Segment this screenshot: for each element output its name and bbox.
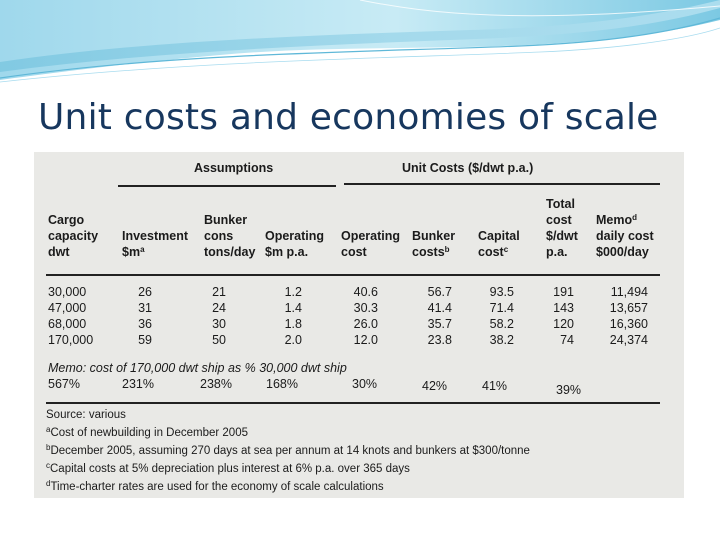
table-cell: 68,000 xyxy=(48,317,87,331)
memo-value: 41% xyxy=(482,379,508,393)
memo-value: 30% xyxy=(352,377,378,391)
table-cell: 30 xyxy=(212,317,226,331)
table-cell: 71.4 xyxy=(489,301,514,315)
col-header-bunker-cons: Bunker cons tons/day xyxy=(204,213,256,259)
footnote-source: Source: various xyxy=(46,409,126,421)
column-cargo-capacity: 30,000 47,000 68,000 170,000 xyxy=(48,284,93,348)
table-cell: 38.2 xyxy=(489,333,514,347)
table-cell: 56.7 xyxy=(427,285,452,299)
table-cell: 36 xyxy=(138,317,152,331)
table-cell: 23.8 xyxy=(427,333,452,347)
slide-title: Unit costs and economies of scale xyxy=(38,97,659,138)
column-bunker-cons: 21 24 30 50 xyxy=(204,284,226,348)
rule-unit-costs xyxy=(344,183,660,185)
table-cell: 58.2 xyxy=(489,317,514,331)
column-investment: 26 31 36 59 xyxy=(124,284,152,348)
memo-value: 39% xyxy=(556,383,582,397)
rule-table-bottom xyxy=(46,402,660,404)
col-header-operating-m: Operating $m p.a. xyxy=(265,229,325,259)
group-header-unit-costs: Unit Costs ($/dwt p.a.) xyxy=(402,161,534,175)
table-cell: 50 xyxy=(212,333,226,347)
group-header-assumptions: Assumptions xyxy=(194,161,274,175)
col-header-investment: Investment $ma xyxy=(122,229,188,259)
table-cell: 26 xyxy=(138,285,152,299)
memo-value: 567% xyxy=(48,377,80,391)
footnote-a: aCost of newbuilding in December 2005 xyxy=(46,425,248,440)
column-total-cost: 191 143 120 74 xyxy=(546,284,574,348)
rule-header-bottom xyxy=(46,274,660,276)
col-header-total-cost: Total cost $/dwt p.a. xyxy=(546,197,578,259)
memo-label: Memo: cost of 170,000 dwt ship as % 30,0… xyxy=(48,361,347,375)
table-cell: 11,494 xyxy=(610,285,648,299)
column-bunker-costs: 56.7 41.4 35.7 23.8 xyxy=(418,284,452,348)
column-operating-cost: 40.6 30.3 26.0 12.0 xyxy=(340,284,378,348)
table-cell: 41.4 xyxy=(427,301,452,315)
table-cell: 120 xyxy=(553,317,574,331)
table-cell: 30,000 xyxy=(48,285,87,299)
column-operating-m: 1.2 1.4 1.8 2.0 xyxy=(274,284,302,348)
table-cell: 191 xyxy=(553,285,574,299)
footnote-b: bDecember 2005, assuming 270 days at sea… xyxy=(46,443,530,458)
memo-value: 238% xyxy=(200,377,232,391)
memo-value: 231% xyxy=(122,377,154,391)
table-cell: 74 xyxy=(560,333,574,347)
table-cell: 2.0 xyxy=(284,333,302,347)
col-header-bunker-costs: Bunker costsb xyxy=(412,229,456,259)
col-header-cargo-capacity: Cargo capacity dwt xyxy=(48,213,99,259)
table-cell: 47,000 xyxy=(48,301,87,315)
footnote-d: dTime-charter rates are used for the eco… xyxy=(46,479,384,494)
table-cell: 1.2 xyxy=(284,285,302,299)
scanned-table-image: Assumptions Unit Costs ($/dwt p.a.) Carg… xyxy=(34,152,684,498)
col-header-operating-cost: Operating cost xyxy=(341,229,401,259)
table-cell: 30.3 xyxy=(353,301,378,315)
table-cell: 40.6 xyxy=(353,285,378,299)
table-cell: 21 xyxy=(212,285,226,299)
table-cell: 24 xyxy=(212,301,226,315)
table-cell: 1.8 xyxy=(284,317,302,331)
header-swoosh-banner xyxy=(0,0,720,83)
table-cell: 13,657 xyxy=(609,301,648,315)
table-cell: 16,360 xyxy=(609,317,648,331)
column-capital-cost: 93.5 71.4 58.2 38.2 xyxy=(480,284,514,348)
col-header-memo-daily-cost: Memod daily cost $000/day xyxy=(596,213,654,259)
memo-value: 168% xyxy=(266,377,298,391)
rule-assumptions xyxy=(118,185,336,187)
table-cell: 93.5 xyxy=(489,285,514,299)
table-cell: 1.4 xyxy=(284,301,302,315)
table-cell: 12.0 xyxy=(353,333,378,347)
table-cell: 31 xyxy=(138,301,152,315)
table-cell: 143 xyxy=(553,301,574,315)
memo-value: 42% xyxy=(422,379,448,393)
table-cell: 26.0 xyxy=(353,317,378,331)
table-cell: 59 xyxy=(138,333,152,347)
table-cell: 35.7 xyxy=(427,317,452,331)
table-cell: 24,374 xyxy=(609,333,648,347)
footnote-c: cCapital costs at 5% depreciation plus i… xyxy=(46,461,410,476)
table-cell: 170,000 xyxy=(48,333,94,347)
column-memo-daily-cost: 11,494 13,657 16,360 24,374 xyxy=(596,284,648,348)
col-header-capital-cost: Capital costc xyxy=(478,229,520,259)
